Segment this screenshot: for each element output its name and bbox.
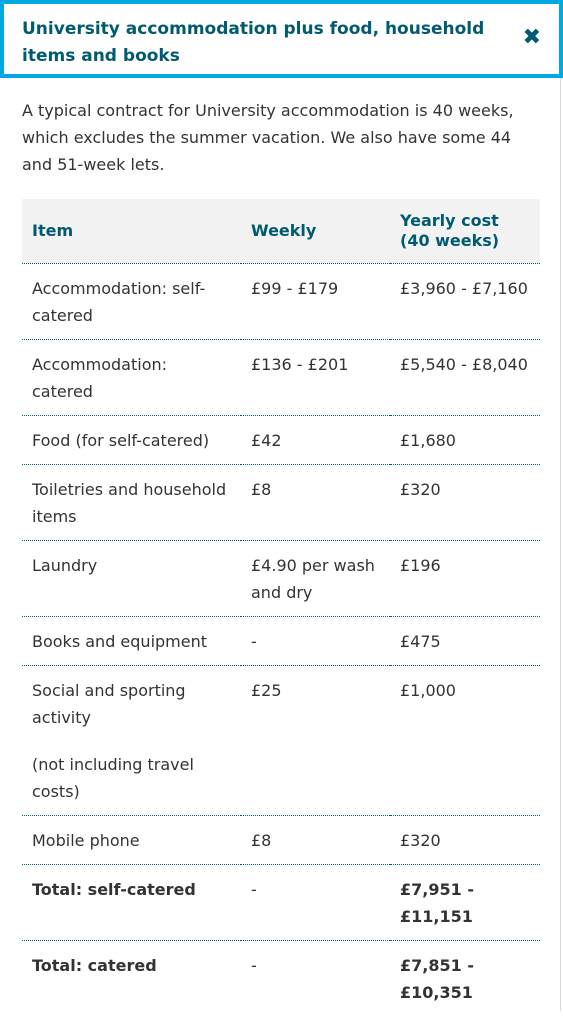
table-row: Laundry £4.90 per wash and dry £196 (22, 541, 540, 617)
cell-item: Toiletries and household items (22, 465, 241, 541)
table-row-total: Total: catered - £7,851 - £10,351 (22, 941, 540, 1016)
cell-item: Total: catered (22, 941, 241, 1016)
cell-weekly: - (241, 865, 390, 941)
accordion-header[interactable]: University accommodation plus food, hous… (0, 0, 563, 78)
cell-yearly: £5,540 - £8,040 (390, 340, 540, 416)
cell-item: Books and equipment (22, 617, 241, 666)
intro-text: A typical contract for University accomm… (22, 97, 537, 178)
cell-yearly: £1,000 (390, 666, 540, 816)
cell-item: Mobile phone (22, 816, 241, 865)
cell-item-note: (not including travel costs) (32, 751, 231, 805)
cell-weekly: - (241, 941, 390, 1016)
cell-item: Accommodation: catered (22, 340, 241, 416)
cell-weekly: £8 (241, 465, 390, 541)
close-icon[interactable]: ✖ (523, 26, 541, 50)
table-row-total: Total: self-catered - £7,951 - £11,151 (22, 865, 540, 941)
table-row: Mobile phone £8 £320 (22, 816, 540, 865)
cell-item: Food (for self-catered) (22, 416, 241, 465)
cell-item: Social and sporting activity (not includ… (22, 666, 241, 816)
cell-yearly: £320 (390, 465, 540, 541)
accordion-title[interactable]: University accommodation plus food, hous… (22, 16, 512, 70)
table-row: Books and equipment - £475 (22, 617, 540, 666)
cell-yearly: £320 (390, 816, 540, 865)
cell-weekly: - (241, 617, 390, 666)
table-row: Food (for self-catered) £42 £1,680 (22, 416, 540, 465)
table-header-row: Item Weekly Yearly cost (40 weeks) (22, 199, 540, 264)
cell-yearly: £196 (390, 541, 540, 617)
cost-table: Item Weekly Yearly cost (40 weeks) Accom… (22, 199, 540, 1016)
cell-item-label: Social and sporting activity (32, 681, 186, 727)
cell-yearly: £1,680 (390, 416, 540, 465)
cell-yearly: £475 (390, 617, 540, 666)
cell-yearly: £7,951 - £11,151 (390, 865, 540, 941)
cell-weekly: £99 - £179 (241, 264, 390, 340)
cell-yearly: £3,960 - £7,160 (390, 264, 540, 340)
cell-weekly: £136 - £201 (241, 340, 390, 416)
cell-item: Laundry (22, 541, 241, 617)
table-row: Social and sporting activity (not includ… (22, 666, 540, 816)
cell-item: Total: self-catered (22, 865, 241, 941)
column-header-weekly: Weekly (241, 199, 390, 264)
cell-weekly: £4.90 per wash and dry (241, 541, 390, 617)
table-row: Accommodation: catered £136 - £201 £5,54… (22, 340, 540, 416)
cell-weekly: £8 (241, 816, 390, 865)
cell-weekly: £42 (241, 416, 390, 465)
column-header-item: Item (22, 199, 241, 264)
cell-item: Accommodation: self-catered (22, 264, 241, 340)
column-header-yearly: Yearly cost (40 weeks) (390, 199, 540, 264)
cell-weekly: £25 (241, 666, 390, 816)
table-row: Toiletries and household items £8 £320 (22, 465, 540, 541)
cell-yearly: £7,851 - £10,351 (390, 941, 540, 1016)
accordion-panel: A typical contract for University accomm… (0, 78, 561, 1011)
table-row: Accommodation: self-catered £99 - £179 £… (22, 264, 540, 340)
